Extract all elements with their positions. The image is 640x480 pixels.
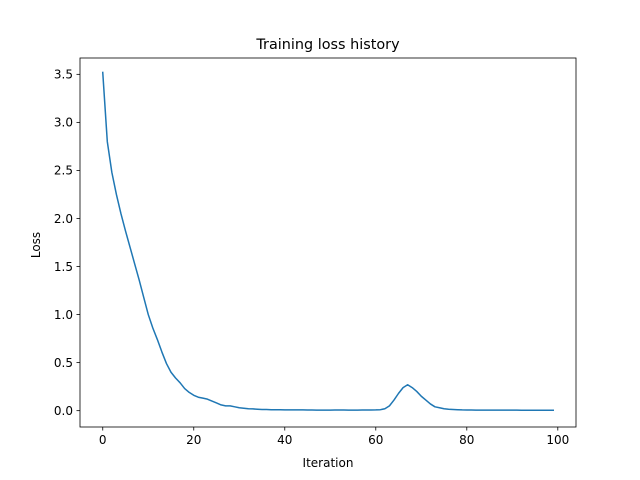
chart-title: Training loss history <box>255 37 400 53</box>
y-tick-label: 0.5 <box>54 356 73 370</box>
axes-frame <box>79 57 577 428</box>
x-tick-label: 80 <box>459 433 474 447</box>
y-tick-label: 2.0 <box>54 212 73 226</box>
x-axis-label: Iteration <box>303 456 354 470</box>
x-tick-label: 40 <box>277 433 292 447</box>
x-tick-label: 100 <box>546 433 569 447</box>
y-tick-label: 0.0 <box>54 404 73 418</box>
y-tick-label: 2.5 <box>54 164 73 178</box>
x-tick-label: 20 <box>186 433 201 447</box>
plot-area: 0 20 40 60 80 100 0.0 0.5 1.0 1.5 2.0 2.5 3.0 3.5 <box>54 57 577 447</box>
y-tick-label: 1.0 <box>54 308 73 322</box>
x-tick-label: 60 <box>368 433 383 447</box>
y-axis-label: Loss <box>29 232 43 258</box>
y-tick-label: 3.5 <box>54 68 73 82</box>
x-tick-label: 0 <box>99 433 107 447</box>
y-tick-label: 3.0 <box>54 116 73 130</box>
series-line <box>101 71 554 412</box>
y-tick-label: 1.5 <box>54 260 73 274</box>
